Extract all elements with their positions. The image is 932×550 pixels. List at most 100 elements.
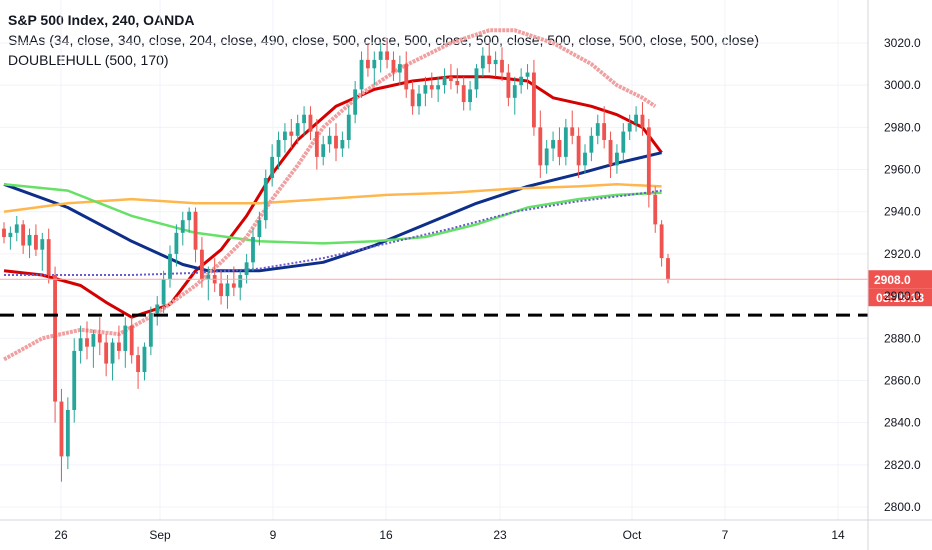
candle-body <box>174 232 179 254</box>
candle-body <box>397 64 402 73</box>
sma-green-line <box>3 183 662 245</box>
candle-body <box>46 239 51 275</box>
candle-body <box>85 338 89 347</box>
countdown-badge <box>868 288 932 307</box>
hull-purple-line <box>4 189 662 276</box>
chart-grid <box>0 0 868 520</box>
candle-body <box>353 89 358 115</box>
candle-body <box>391 59 396 73</box>
sma-indicator-label[interactable]: SMAs (34, close, 340, close, 204, close,… <box>8 32 759 48</box>
candle-body <box>410 89 415 107</box>
candle-body <box>519 76 524 86</box>
hull-pink-line <box>3 28 657 362</box>
candle-body <box>634 114 638 124</box>
candle-body <box>372 59 377 69</box>
candle-body <box>263 177 268 221</box>
candle-body <box>251 237 255 263</box>
candle-body <box>385 51 389 60</box>
candle-body <box>136 355 140 373</box>
candle-body <box>525 72 530 77</box>
candle-body <box>117 342 121 351</box>
sma-navy-line <box>3 151 662 273</box>
candle-body <box>461 85 466 103</box>
candle-body <box>449 76 453 81</box>
candle-body <box>14 224 19 233</box>
candle-body <box>570 127 575 136</box>
candle-body <box>378 51 383 60</box>
candle-body <box>276 140 281 157</box>
candle-body <box>468 89 472 103</box>
y-tick-label: 2920.0 <box>884 247 921 261</box>
candle-body <box>474 68 479 90</box>
sma-red-line <box>3 75 663 319</box>
x-tick-label: 14 <box>831 528 845 542</box>
x-tick-label: 7 <box>722 528 729 542</box>
candle-body <box>314 131 319 157</box>
candle-body <box>627 123 632 132</box>
candle-body <box>231 283 236 288</box>
candle-body <box>65 409 70 457</box>
candle-body <box>308 114 313 132</box>
chart-title[interactable]: S&P 500 Index, 240, OANDA <box>8 12 195 28</box>
candle-body <box>442 76 447 86</box>
candle-body <box>557 140 562 157</box>
candle-body <box>327 135 332 145</box>
doublehull-indicator-label[interactable]: DOUBLEHULL (500, 170) <box>8 52 169 68</box>
candle-body <box>551 140 555 149</box>
x-tick-label: 9 <box>270 528 277 542</box>
candle-body <box>104 342 109 364</box>
candle-body <box>123 325 128 351</box>
candle-body <box>621 131 626 153</box>
candle-body <box>34 234 38 250</box>
candle-body <box>168 253 172 280</box>
x-tick-label: Oct <box>623 528 642 542</box>
candle-body <box>455 80 460 86</box>
x-tick-label: 23 <box>493 528 507 542</box>
candle-body <box>480 55 485 69</box>
candle-body <box>493 59 498 65</box>
candle-body <box>148 312 153 347</box>
candle-body <box>200 249 204 280</box>
candle-body <box>653 194 658 225</box>
candle-body <box>321 144 326 157</box>
indicator-lines <box>3 28 663 362</box>
candle-body <box>544 148 549 166</box>
candle-body <box>283 131 287 141</box>
candle-body <box>270 156 275 178</box>
candle-body <box>219 283 223 297</box>
x-tick-label: 26 <box>54 528 68 542</box>
candle-body <box>608 140 613 166</box>
candle-body <box>589 135 594 153</box>
candle-body <box>359 59 364 90</box>
candle-body <box>161 279 166 305</box>
chart-legend: S&P 500 Index, 240, OANDA SMAs (34, clos… <box>8 10 759 70</box>
candle-body <box>180 220 185 233</box>
candle-body <box>142 346 147 373</box>
candle-body <box>506 72 511 98</box>
candle-body <box>500 59 504 73</box>
price-overlays: 2908.0 03:19:13 <box>0 270 932 317</box>
candle-body <box>27 234 32 246</box>
y-tick-label: 2820.0 <box>884 458 921 472</box>
current-price-badge <box>868 270 932 289</box>
candle-body <box>563 127 568 157</box>
candle-body <box>59 401 64 457</box>
candle-body <box>78 338 83 351</box>
candle-body <box>8 232 13 238</box>
candle-body <box>129 325 134 356</box>
candle-body <box>646 127 651 195</box>
candle-body <box>538 127 543 166</box>
candle-body <box>615 152 619 166</box>
candle-body <box>40 239 45 250</box>
candle-body <box>257 220 262 238</box>
candle-body <box>429 85 434 90</box>
candle-body <box>436 85 441 90</box>
candle-body <box>244 262 249 275</box>
candle-body <box>583 152 587 166</box>
candle-body <box>366 59 370 69</box>
x-tick-label: 16 <box>379 528 393 542</box>
y-tick-label: 2800.0 <box>884 500 921 514</box>
candle-body <box>21 224 26 246</box>
candle-body <box>487 55 492 65</box>
